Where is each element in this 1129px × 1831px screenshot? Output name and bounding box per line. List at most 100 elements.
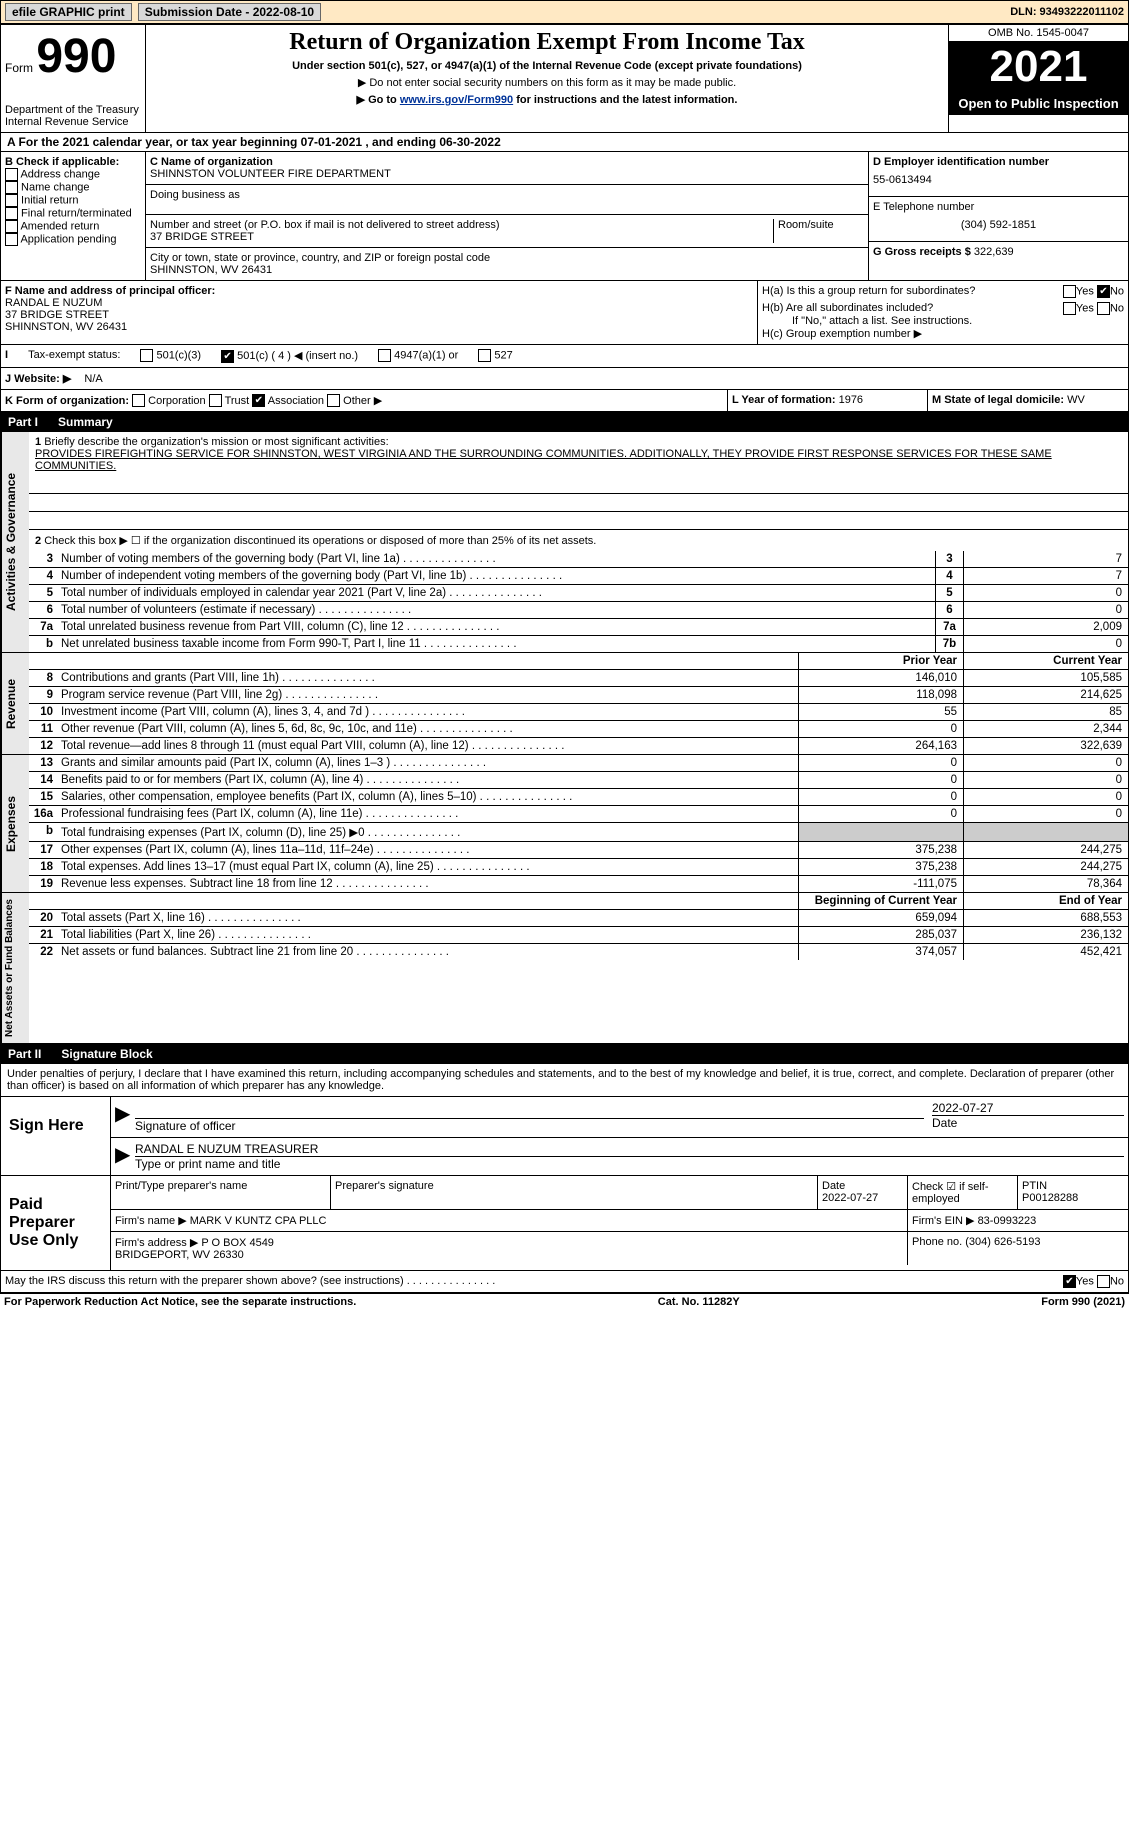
- irs-link[interactable]: www.irs.gov/Form990: [400, 94, 513, 106]
- part2-title: Signature Block: [61, 1047, 152, 1061]
- row-klm: K Form of organization: Corporation Trus…: [0, 390, 1129, 413]
- b-option-check[interactable]: [5, 168, 18, 181]
- summary-row: bNet unrelated business taxable income f…: [29, 636, 1128, 652]
- form-990: 990: [36, 30, 116, 83]
- l2-text: Check this box ▶ ☐ if the organization d…: [44, 535, 596, 547]
- data-row: 20Total assets (Part X, line 16)659,0946…: [29, 910, 1128, 927]
- ha-no[interactable]: [1097, 285, 1110, 298]
- form-header: Form 990 Department of the Treasury Inte…: [0, 24, 1129, 133]
- prior-year-hdr: Prior Year: [798, 653, 963, 669]
- data-row: 14Benefits paid to or for members (Part …: [29, 772, 1128, 789]
- b-option-check[interactable]: [5, 220, 18, 233]
- other-check[interactable]: [327, 394, 340, 407]
- ha-yes[interactable]: [1063, 285, 1076, 298]
- 527-check[interactable]: [478, 349, 491, 362]
- firm-ein: 83-0993223: [978, 1215, 1037, 1227]
- vert-rev: Revenue: [1, 653, 29, 754]
- revenue-section: Revenue Prior Year Current Year 8Contrib…: [0, 653, 1129, 755]
- ptin: P00128288: [1022, 1192, 1078, 1204]
- tax-year: 2021: [949, 42, 1128, 92]
- website-value: N/A: [84, 373, 102, 385]
- footer: For Paperwork Reduction Act Notice, see …: [0, 1293, 1129, 1310]
- part1-header: Part I Summary: [0, 412, 1129, 432]
- expenses-section: Expenses 13Grants and similar amounts pa…: [0, 755, 1129, 893]
- b-option: Initial return: [5, 194, 141, 207]
- b-option: Application pending: [5, 233, 141, 246]
- self-emp-check: Check ☑ if self-employed: [908, 1176, 1018, 1209]
- corp-check[interactable]: [132, 394, 145, 407]
- omb-number: OMB No. 1545-0047: [949, 25, 1128, 42]
- summary-row: 5Total number of individuals employed in…: [29, 585, 1128, 602]
- 4947-check[interactable]: [378, 349, 391, 362]
- dln-label: DLN: 93493222011102: [1010, 6, 1124, 18]
- netassets-section: Net Assets or Fund Balances Beginning of…: [0, 893, 1129, 1044]
- discuss-row: May the IRS discuss this return with the…: [0, 1271, 1129, 1293]
- ein-label: D Employer identification number: [873, 156, 1124, 168]
- prep-name-label: Print/Type preparer's name: [111, 1176, 331, 1209]
- city-value: SHINNSTON, WV 26431: [150, 264, 864, 276]
- f-label: F Name and address of principal officer:: [5, 285, 753, 297]
- subtitle-2: ▶ Do not enter social security numbers o…: [150, 76, 944, 89]
- b-option: Final return/terminated: [5, 207, 141, 220]
- row-a-period: A For the 2021 calendar year, or tax yea…: [0, 133, 1129, 152]
- data-row: 18Total expenses. Add lines 13–17 (must …: [29, 859, 1128, 876]
- firm-name: MARK V KUNTZ CPA PLLC: [190, 1215, 327, 1227]
- part2-name: Part II: [8, 1047, 41, 1061]
- discuss-no[interactable]: [1097, 1275, 1110, 1288]
- b-option: Address change: [5, 168, 141, 181]
- c-name-label: C Name of organization: [150, 156, 864, 168]
- part2-header: Part II Signature Block: [0, 1044, 1129, 1064]
- officer-name-label: Type or print name and title: [135, 1157, 1124, 1171]
- form-word: Form: [5, 61, 33, 75]
- data-row: 8Contributions and grants (Part VIII, li…: [29, 670, 1128, 687]
- submission-date: Submission Date - 2022-08-10: [138, 3, 321, 21]
- beg-year-hdr: Beginning of Current Year: [798, 893, 963, 909]
- assoc-check[interactable]: [252, 394, 265, 407]
- b-option: Name change: [5, 181, 141, 194]
- k-label: K Form of organization:: [5, 395, 129, 407]
- activities-section: Activities & Governance 1 Briefly descri…: [0, 432, 1129, 653]
- addr-label: Number and street (or P.O. box if mail i…: [150, 219, 769, 231]
- b-option-check[interactable]: [5, 207, 18, 220]
- part1-name: Part I: [8, 415, 38, 429]
- l1-label: Briefly describe the organization's miss…: [44, 436, 388, 448]
- gross-label: G Gross receipts $: [873, 246, 971, 258]
- mission-text: PROVIDES FIREFIGHTING SERVICE FOR SHINNS…: [35, 448, 1052, 472]
- data-row: bTotal fundraising expenses (Part IX, co…: [29, 823, 1128, 842]
- b-option-check[interactable]: [5, 194, 18, 207]
- end-year-hdr: End of Year: [963, 893, 1128, 909]
- form-title: Return of Organization Exempt From Incom…: [150, 29, 944, 56]
- officer-addr1: 37 BRIDGE STREET: [5, 309, 753, 321]
- curr-year-hdr: Current Year: [963, 653, 1128, 669]
- trust-check[interactable]: [209, 394, 222, 407]
- discuss-text: May the IRS discuss this return with the…: [5, 1275, 495, 1288]
- tel-label: E Telephone number: [873, 201, 1124, 213]
- form-version: Form 990 (2021): [1041, 1296, 1125, 1308]
- discuss-yes[interactable]: [1063, 1275, 1076, 1288]
- hb-label: H(b) Are all subordinates included?: [762, 302, 933, 315]
- 501c4-check[interactable]: [221, 350, 234, 363]
- sign-here-label: Sign Here: [1, 1097, 111, 1175]
- firm-phone: (304) 626-5193: [965, 1236, 1040, 1248]
- row-j: J Website: ▶ N/A: [0, 368, 1129, 390]
- vert-ag: Activities & Governance: [1, 432, 29, 652]
- dba-label: Doing business as: [150, 189, 864, 201]
- data-row: 11Other revenue (Part VIII, column (A), …: [29, 721, 1128, 738]
- row-i: I Tax-exempt status: 501(c)(3) 501(c) ( …: [0, 345, 1129, 368]
- 501c3-check[interactable]: [140, 349, 153, 362]
- summary-row: 3Number of voting members of the governi…: [29, 551, 1128, 568]
- prep-date: 2022-07-27: [822, 1192, 878, 1204]
- org-name: SHINNSTON VOLUNTEER FIRE DEPARTMENT: [150, 168, 864, 180]
- declaration: Under penalties of perjury, I declare th…: [0, 1064, 1129, 1097]
- ein-value: 55-0613494: [873, 168, 1124, 192]
- hb-yes[interactable]: [1063, 302, 1076, 315]
- efile-button[interactable]: efile GRAPHIC print: [5, 3, 132, 21]
- section-f-h: F Name and address of principal officer:…: [0, 281, 1129, 345]
- tel-value: (304) 592-1851: [873, 213, 1124, 237]
- pra-notice: For Paperwork Reduction Act Notice, see …: [4, 1296, 356, 1308]
- hb-no[interactable]: [1097, 302, 1110, 315]
- data-row: 19Revenue less expenses. Subtract line 1…: [29, 876, 1128, 892]
- b-option-check[interactable]: [5, 181, 18, 194]
- gross-value: 322,639: [974, 246, 1014, 258]
- b-option-check[interactable]: [5, 233, 18, 246]
